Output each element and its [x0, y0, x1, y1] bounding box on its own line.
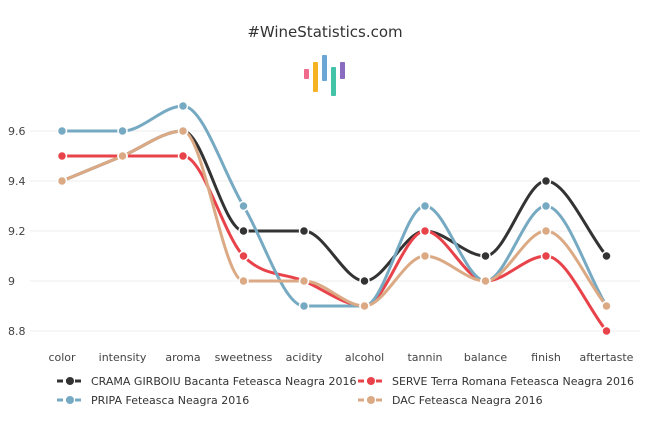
x-tick-label: aroma	[165, 351, 200, 364]
data-point[interactable]	[419, 225, 431, 237]
data-point[interactable]	[56, 150, 68, 162]
data-point[interactable]	[540, 250, 552, 262]
data-point[interactable]	[56, 175, 68, 187]
series-points	[56, 100, 612, 337]
data-point[interactable]	[238, 200, 249, 212]
legend-marker	[66, 396, 74, 404]
logo-bar	[304, 69, 309, 79]
logo-bar	[313, 62, 318, 92]
data-point[interactable]	[419, 200, 431, 212]
legend-item[interactable]: CRAMA GIRBOIU Bacanta Feteasca Neagra 20…	[57, 375, 357, 388]
data-point[interactable]	[480, 250, 491, 262]
data-point[interactable]	[359, 300, 370, 312]
data-point[interactable]	[601, 325, 612, 337]
data-point[interactable]	[56, 125, 68, 137]
data-point[interactable]	[298, 300, 310, 312]
x-tick-label: alcohol	[345, 351, 384, 364]
x-tick-label: tannin	[407, 351, 442, 364]
bar-chart-logo-icon	[304, 55, 345, 96]
data-point[interactable]	[601, 300, 612, 312]
legend-label: SERVE Terra Romana Feteasca Neagra 2016	[392, 375, 634, 388]
y-tick-label: 9	[8, 275, 15, 288]
x-tick-label: color	[48, 351, 76, 364]
data-point[interactable]	[540, 225, 552, 237]
logo-bar	[340, 62, 345, 79]
x-tick-label: aftertaste	[580, 351, 634, 364]
data-point[interactable]	[177, 100, 189, 112]
data-point[interactable]	[601, 250, 612, 262]
site-title: #WineStatistics.com	[247, 23, 402, 41]
data-point[interactable]	[177, 150, 189, 162]
data-point[interactable]	[238, 275, 249, 287]
legend-item[interactable]: DAC Feteasca Neagra 2016	[358, 394, 543, 407]
data-point[interactable]	[298, 275, 310, 287]
data-point[interactable]	[419, 250, 431, 262]
legend-item[interactable]: SERVE Terra Romana Feteasca Neagra 2016	[358, 375, 634, 388]
series-line	[60, 129, 608, 308]
series-line	[60, 104, 608, 308]
data-point[interactable]	[177, 125, 189, 137]
y-axis: 8.8 9 9.2 9.4 9.6	[8, 125, 26, 338]
data-point[interactable]	[117, 150, 128, 162]
x-tick-label: intensity	[99, 351, 147, 364]
legend-marker	[367, 396, 375, 404]
data-point[interactable]	[480, 275, 491, 287]
y-tick-label: 8.8	[8, 325, 26, 338]
data-point[interactable]	[298, 225, 310, 237]
y-tick-label: 9.4	[8, 175, 26, 188]
y-tick-label: 9.2	[8, 225, 26, 238]
legend-label: DAC Feteasca Neagra 2016	[392, 394, 543, 407]
x-tick-label: sweetness	[215, 351, 273, 364]
x-axis: color intensity aroma sweetness acidity alcoh…	[48, 351, 633, 364]
data-point[interactable]	[238, 250, 249, 262]
y-tick-label: 9.6	[8, 125, 26, 138]
legend-label: CRAMA GIRBOIU Bacanta Feteasca Neagra 20…	[91, 375, 357, 388]
data-point[interactable]	[359, 275, 370, 287]
legend-marker	[367, 377, 375, 385]
logo-bar	[331, 67, 336, 96]
logo-bar	[322, 55, 327, 81]
series-line	[60, 129, 608, 283]
series-lines	[60, 104, 608, 333]
legend-marker	[66, 377, 74, 385]
legend: CRAMA GIRBOIU Bacanta Feteasca Neagra 20…	[57, 375, 634, 407]
data-point[interactable]	[540, 175, 552, 187]
x-tick-label: acidity	[286, 351, 323, 364]
legend-item[interactable]: PRIPA Feteasca Neagra 2016	[57, 394, 249, 407]
x-tick-label: finish	[531, 351, 561, 364]
data-point[interactable]	[238, 225, 249, 237]
x-tick-label: balance	[464, 351, 508, 364]
legend-label: PRIPA Feteasca Neagra 2016	[91, 394, 249, 407]
data-point[interactable]	[540, 200, 552, 212]
data-point[interactable]	[117, 125, 128, 137]
